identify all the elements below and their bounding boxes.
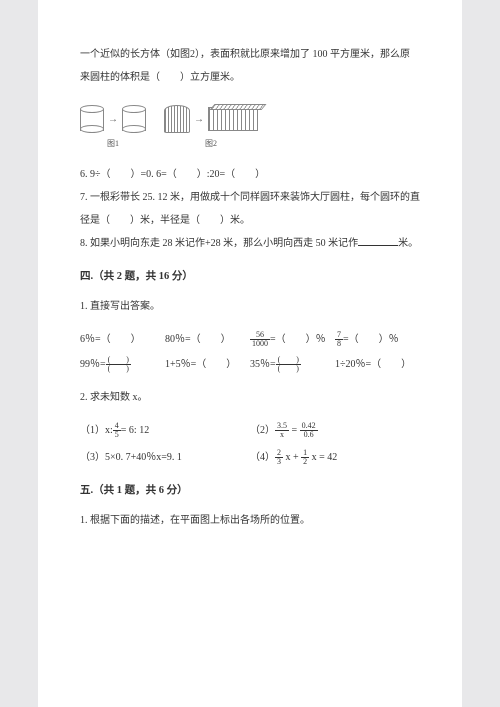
brick-icon xyxy=(208,107,258,131)
fraction: 3.5x xyxy=(275,422,289,441)
arrow-icon: → xyxy=(194,110,204,129)
calc-cell: 561000=（ ）％ xyxy=(250,330,335,349)
figure-1-label: 图1 xyxy=(80,136,146,151)
fraction: ( )( ) xyxy=(276,356,301,375)
cylinder-icon xyxy=(122,105,146,133)
intro-line1: 一个近似的长方体（如图2），表面积就比原来增加了 100 平方厘米，那么原 xyxy=(80,45,420,64)
blank-line xyxy=(358,236,398,246)
equation-2: （2）3.5x = 0.420.6 xyxy=(250,421,420,440)
fraction: 561000 xyxy=(250,331,270,350)
cylinder-icon xyxy=(80,105,104,133)
fraction: 78 xyxy=(335,331,343,350)
question-8: 8. 如果小明向东走 28 米记作+28 米，那么小明向西走 50 米记作 米。 xyxy=(80,234,420,253)
fraction: 45 xyxy=(113,422,121,441)
equation-3: （3）5×0. 7+40％x=9. 1 xyxy=(80,448,250,467)
arrow-icon: → xyxy=(108,110,118,129)
calc-grid: 6％=（ ） 80％=（ ） 561000=（ ）％ 78=（ ）％ 99％=(… xyxy=(80,330,420,374)
intro-line2: 来圆柱的体积是（ ）立方厘米。 xyxy=(80,68,420,87)
figure-1: → 图1 xyxy=(80,105,146,151)
calc-cell: 1+5％=（ ） xyxy=(165,355,250,374)
equation-4: （4）23 x + 12 x = 42 xyxy=(250,448,420,467)
question-8a: 8. 如果小明向东走 28 米记作+28 米，那么小明向西走 50 米记作 xyxy=(80,238,358,249)
section-4-q1: 1. 直接写出答案。 xyxy=(80,297,420,316)
section-5-title: 五.（共 1 题，共 6 分） xyxy=(80,481,420,501)
fraction: 12 xyxy=(301,449,309,468)
fraction: 23 xyxy=(275,449,283,468)
calc-cell: 99％=( )( ) xyxy=(80,355,165,374)
striped-cylinder-icon xyxy=(164,105,190,133)
calc-cell: 35％=( )( ) xyxy=(250,355,335,374)
question-7b: 径是（ ）米，半径是（ ）米。 xyxy=(80,211,420,230)
fraction: 0.420.6 xyxy=(300,422,318,441)
calc-cell: 6％=（ ） xyxy=(80,330,165,349)
calc-cell: 1÷20％=（ ） xyxy=(335,355,420,374)
figure-2: → 图2 xyxy=(164,105,258,151)
section-4-title: 四.（共 2 题，共 16 分） xyxy=(80,267,420,287)
question-7a: 7. 一根彩带长 25. 12 米，用做成十个同样圆环来装饰大厅圆柱，每个圆环的… xyxy=(80,188,420,207)
page: 一个近似的长方体（如图2），表面积就比原来增加了 100 平方厘米，那么原 来圆… xyxy=(38,0,462,707)
equation-1: （1）x:45= 6: 12 xyxy=(80,421,250,440)
question-8b: 米。 xyxy=(398,238,418,249)
figure-2-label: 图2 xyxy=(164,136,258,151)
fraction: ( )( ) xyxy=(106,356,131,375)
question-6: 6. 9÷（ ）=0. 6=（ ）:20=（ ） xyxy=(80,165,420,184)
calc-cell: 78=（ ）％ xyxy=(335,330,420,349)
calc-cell: 80％=（ ） xyxy=(165,330,250,349)
figures-row: → 图1 → 图2 xyxy=(80,105,420,151)
section-5-q1: 1. 根据下面的描述，在平面图上标出各场所的位置。 xyxy=(80,511,420,530)
section-4-q2: 2. 求未知数 x。 xyxy=(80,388,420,407)
equations: （1）x:45= 6: 12 （2）3.5x = 0.420.6 （3）5×0.… xyxy=(80,421,420,467)
